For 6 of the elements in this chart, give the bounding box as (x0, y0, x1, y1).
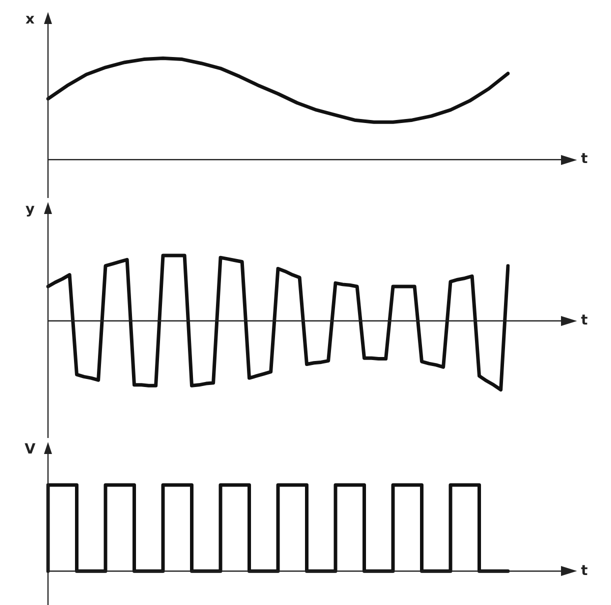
x-axis-title: t (581, 562, 588, 579)
y-axis-title: x (25, 12, 35, 28)
x-axis-title: t (581, 151, 588, 168)
x-axis-title: t (581, 312, 588, 329)
y-axis-title: y (25, 202, 35, 218)
y-axis-title: V (24, 442, 36, 458)
